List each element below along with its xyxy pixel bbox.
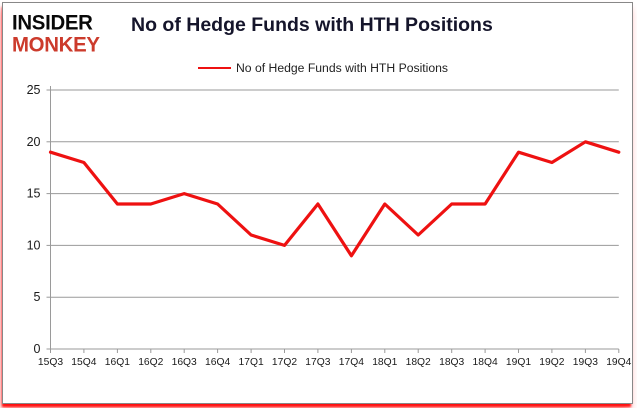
svg-text:18Q4: 18Q4 bbox=[472, 357, 497, 368]
svg-text:5: 5 bbox=[34, 290, 41, 304]
svg-text:18Q2: 18Q2 bbox=[406, 357, 431, 368]
svg-text:15Q4: 15Q4 bbox=[71, 357, 96, 368]
svg-text:19Q1: 19Q1 bbox=[506, 357, 531, 368]
svg-text:16Q1: 16Q1 bbox=[105, 357, 130, 368]
svg-text:19Q4: 19Q4 bbox=[606, 357, 631, 368]
svg-text:19Q3: 19Q3 bbox=[573, 357, 598, 368]
svg-text:19Q2: 19Q2 bbox=[539, 357, 564, 368]
svg-text:17Q1: 17Q1 bbox=[238, 357, 263, 368]
svg-text:20: 20 bbox=[27, 135, 41, 149]
svg-text:16Q3: 16Q3 bbox=[172, 357, 197, 368]
svg-text:15Q3: 15Q3 bbox=[38, 357, 63, 368]
svg-text:18Q3: 18Q3 bbox=[439, 357, 464, 368]
svg-text:17Q4: 17Q4 bbox=[339, 357, 364, 368]
svg-text:15: 15 bbox=[27, 187, 41, 201]
svg-text:17Q2: 17Q2 bbox=[272, 357, 297, 368]
svg-text:0: 0 bbox=[34, 342, 41, 356]
svg-text:17Q3: 17Q3 bbox=[305, 357, 330, 368]
svg-text:18Q1: 18Q1 bbox=[372, 357, 397, 368]
svg-text:10: 10 bbox=[27, 238, 41, 252]
svg-text:16Q4: 16Q4 bbox=[205, 357, 230, 368]
svg-text:16Q2: 16Q2 bbox=[138, 357, 163, 368]
svg-text:25: 25 bbox=[27, 83, 41, 97]
